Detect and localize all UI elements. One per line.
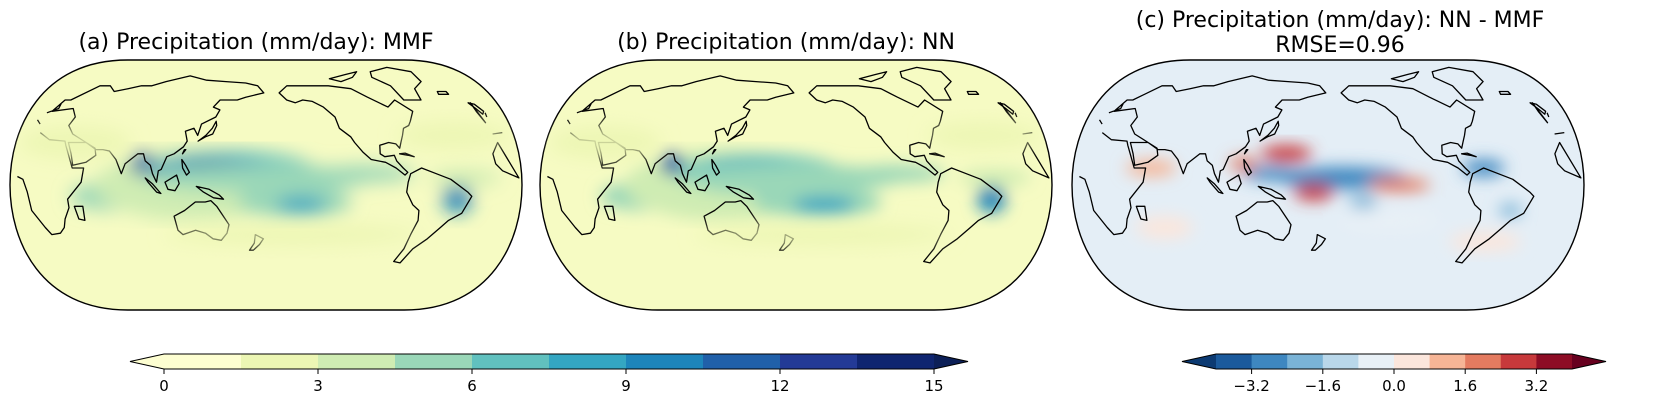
field-contour [977,185,1006,214]
field-contour [1340,209,1440,232]
field-contour [443,185,472,214]
colorbar-tick-label: 9 [621,377,631,395]
colorbar-segment [472,354,550,369]
colorbar-extend-high [934,354,968,369]
map-panel-a [9,59,523,311]
field-contour [1125,159,1177,177]
colorbar-segment [1536,354,1573,369]
colorbar-segment [626,354,704,369]
colorbar-precip: 0 3 6 9 12 15 [129,353,969,395]
field-contour [1499,203,1522,218]
field-band-b [548,121,1041,246]
colorbar-diff: −3.2 −1.6 0.0 1.6 3.2 [1181,353,1607,395]
panel-c-title: (c) Precipitation (mm/day): NN - MMF [1135,8,1545,33]
field-contour [145,164,373,192]
field-contour [1367,178,1431,192]
field-contour [1229,156,1258,171]
field-contour [164,223,421,246]
field-contour [660,152,684,175]
colorbar-segment [549,354,627,369]
colorbar-segment [1322,354,1359,369]
panel-a-title: (a) Precipitation (mm/day): MMF [78,30,434,55]
colorbar-tick-label: 3 [313,377,323,395]
field-contour [275,196,327,214]
colorbar-segment [164,354,242,369]
colorbar-tick-label: −1.6 [1305,377,1341,395]
field-contour [548,125,663,160]
colorbar-segment [241,354,319,369]
field-contour [694,223,951,246]
coastline [547,66,1050,264]
colorbar-segment [703,354,781,369]
colorbar-tick-label: 12 [770,377,789,395]
colorbar-segment [395,354,473,369]
colorbar-segment [1287,354,1324,369]
field-contour [1242,166,1300,181]
field-contour [1349,195,1378,209]
coastline [1079,66,1582,264]
field-band-a [18,121,511,246]
colorbar-segment [1500,354,1537,369]
field-contour [396,121,511,150]
map-boundary [539,59,1053,311]
colorbar-tick-label: 6 [467,377,477,395]
colorbar-segment [1429,354,1466,369]
precip-field [70,148,501,222]
colorbar-extend-high [1572,354,1606,369]
field-contour [959,169,1031,187]
colorbar-tick-label: 3.2 [1524,377,1548,395]
colorbar-segment [1394,354,1431,369]
field-contour [1293,183,1334,201]
field-layers [600,148,1031,222]
colorbar-segment [318,354,396,369]
colorbar-segment [1465,354,1502,369]
colorbar-segment [1216,354,1253,369]
colorbar-segment [780,354,858,369]
colorbar-tick-label: 0 [159,377,169,395]
panel-c-subtitle: RMSE=0.96 [1275,33,1405,58]
colorbar-tick-label: 1.6 [1453,377,1477,395]
field-layers [70,148,501,222]
field-contour [429,169,501,187]
colorbar-tick-label: 0.0 [1382,377,1406,395]
precip-field [600,148,1031,222]
map-boundary [1071,59,1585,311]
colorbar-tick-label: 15 [924,377,943,395]
map-panel-c [1071,59,1585,311]
map-panel-b [539,59,1053,311]
colorbar-tick-label: −3.2 [1233,377,1269,395]
colorbar-segment [1358,354,1395,369]
colorbar-extend-low [130,354,164,369]
coastline [17,66,520,264]
field-contour [1260,145,1312,163]
panel-b-title: (b) Precipitation (mm/day): NN [617,30,955,55]
colorbar-extend-low [1182,354,1216,369]
map-boundary [9,59,523,311]
field-contour [926,121,1041,150]
colorbar-segment [1251,354,1288,369]
field-contour [18,125,133,160]
field-contour [130,152,154,175]
field-contour [792,196,856,214]
colorbar-segment [857,354,935,369]
field-contour [675,164,903,192]
field-contour [1136,216,1193,239]
colorbar-outline [1181,353,1607,370]
